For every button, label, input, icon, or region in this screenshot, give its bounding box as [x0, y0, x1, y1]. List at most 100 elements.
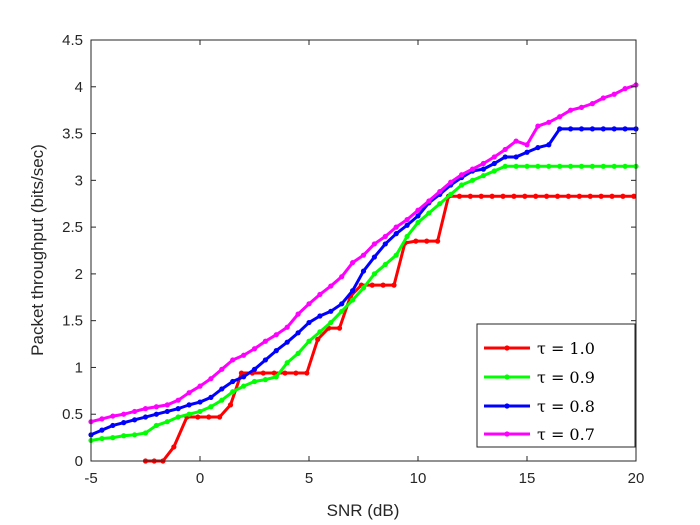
- y-tick-label: 3.5: [62, 126, 83, 143]
- data-point: [350, 288, 356, 294]
- data-point: [206, 414, 212, 420]
- data-point: [502, 146, 508, 153]
- data-point: [317, 291, 323, 298]
- data-point: [260, 370, 266, 376]
- data-point: [480, 166, 486, 172]
- data-point: [186, 390, 192, 396]
- data-point: [350, 260, 356, 266]
- data-point: [380, 282, 386, 288]
- data-point: [142, 414, 149, 420]
- y-tick-label: 2: [75, 266, 83, 283]
- data-point: [186, 411, 192, 417]
- data-point: [339, 308, 345, 314]
- data-point: [426, 210, 432, 216]
- y-tick-label: 0.5: [62, 406, 83, 423]
- data-point: [328, 319, 334, 326]
- data-point: [533, 193, 539, 199]
- data-point: [336, 325, 343, 331]
- data-point: [99, 435, 105, 442]
- data-point: [382, 233, 388, 240]
- data-point: [600, 95, 606, 101]
- legend-item: τ = 0.7: [484, 425, 595, 444]
- data-point: [132, 417, 138, 423]
- data-point: [273, 332, 279, 338]
- data-point: [611, 126, 617, 132]
- data-point: [622, 86, 628, 92]
- legend-marker: [504, 345, 510, 351]
- data-point: [217, 414, 223, 420]
- data-point: [369, 282, 375, 288]
- data-point: [502, 154, 508, 160]
- legend-label: τ = 1.0: [537, 339, 595, 358]
- data-point: [435, 238, 441, 244]
- data-point: [611, 91, 617, 97]
- data-point: [557, 126, 563, 132]
- data-point: [609, 193, 615, 199]
- data-point: [424, 238, 430, 244]
- data-point: [404, 222, 410, 228]
- legend-box: [476, 323, 636, 448]
- data-point: [415, 213, 421, 219]
- x-tick-label: 10: [410, 470, 427, 487]
- y-tick-label: 1: [75, 359, 83, 376]
- data-point: [339, 301, 345, 307]
- data-point: [524, 163, 530, 169]
- data-point: [208, 404, 214, 410]
- legend-label: τ = 0.9: [537, 368, 595, 387]
- x-tick-label: -5: [84, 470, 97, 487]
- data-point: [589, 163, 596, 169]
- data-point: [227, 402, 234, 408]
- data-point: [448, 191, 454, 197]
- data-point: [110, 413, 116, 419]
- data-point: [600, 126, 606, 132]
- data-point: [500, 193, 506, 199]
- data-point: [491, 154, 497, 160]
- data-point: [620, 193, 626, 199]
- data-point: [360, 268, 367, 274]
- data-point: [142, 430, 149, 436]
- series-layer: [88, 82, 639, 464]
- data-point: [219, 397, 225, 403]
- data-point: [164, 402, 170, 408]
- data-point: [371, 241, 377, 247]
- data-point: [317, 313, 323, 319]
- data-point: [284, 360, 290, 366]
- data-point: [459, 172, 465, 178]
- data-point: [467, 193, 473, 199]
- data-point: [99, 416, 105, 422]
- x-tick-label: 5: [305, 470, 313, 487]
- data-point: [513, 154, 519, 160]
- data-point: [295, 330, 301, 336]
- data-point: [306, 319, 312, 326]
- data-point: [522, 193, 528, 199]
- data-point: [459, 182, 465, 188]
- data-point: [587, 193, 593, 199]
- data-point: [295, 350, 301, 357]
- data-point: [295, 311, 301, 317]
- x-tick-label: 20: [628, 470, 645, 487]
- data-point: [568, 163, 574, 169]
- series-3: [88, 126, 639, 438]
- data-point: [622, 126, 628, 132]
- data-point: [121, 411, 127, 417]
- data-point: [513, 138, 519, 144]
- data-point: [426, 198, 432, 204]
- data-point: [273, 374, 279, 380]
- data-point: [415, 207, 421, 213]
- data-point: [371, 271, 377, 277]
- data-point: [598, 193, 604, 199]
- data-point: [469, 166, 476, 172]
- x-tick-label: 0: [196, 470, 204, 487]
- x-tick-label: 15: [519, 470, 536, 487]
- data-point: [110, 422, 116, 429]
- data-point: [554, 193, 561, 199]
- data-point: [437, 201, 443, 207]
- data-point: [132, 408, 138, 415]
- data-point: [328, 283, 334, 289]
- data-point: [393, 224, 399, 230]
- data-point: [197, 383, 203, 389]
- data-point: [186, 402, 192, 408]
- y-axis-label: Packet throughput (bits/sec): [28, 144, 47, 356]
